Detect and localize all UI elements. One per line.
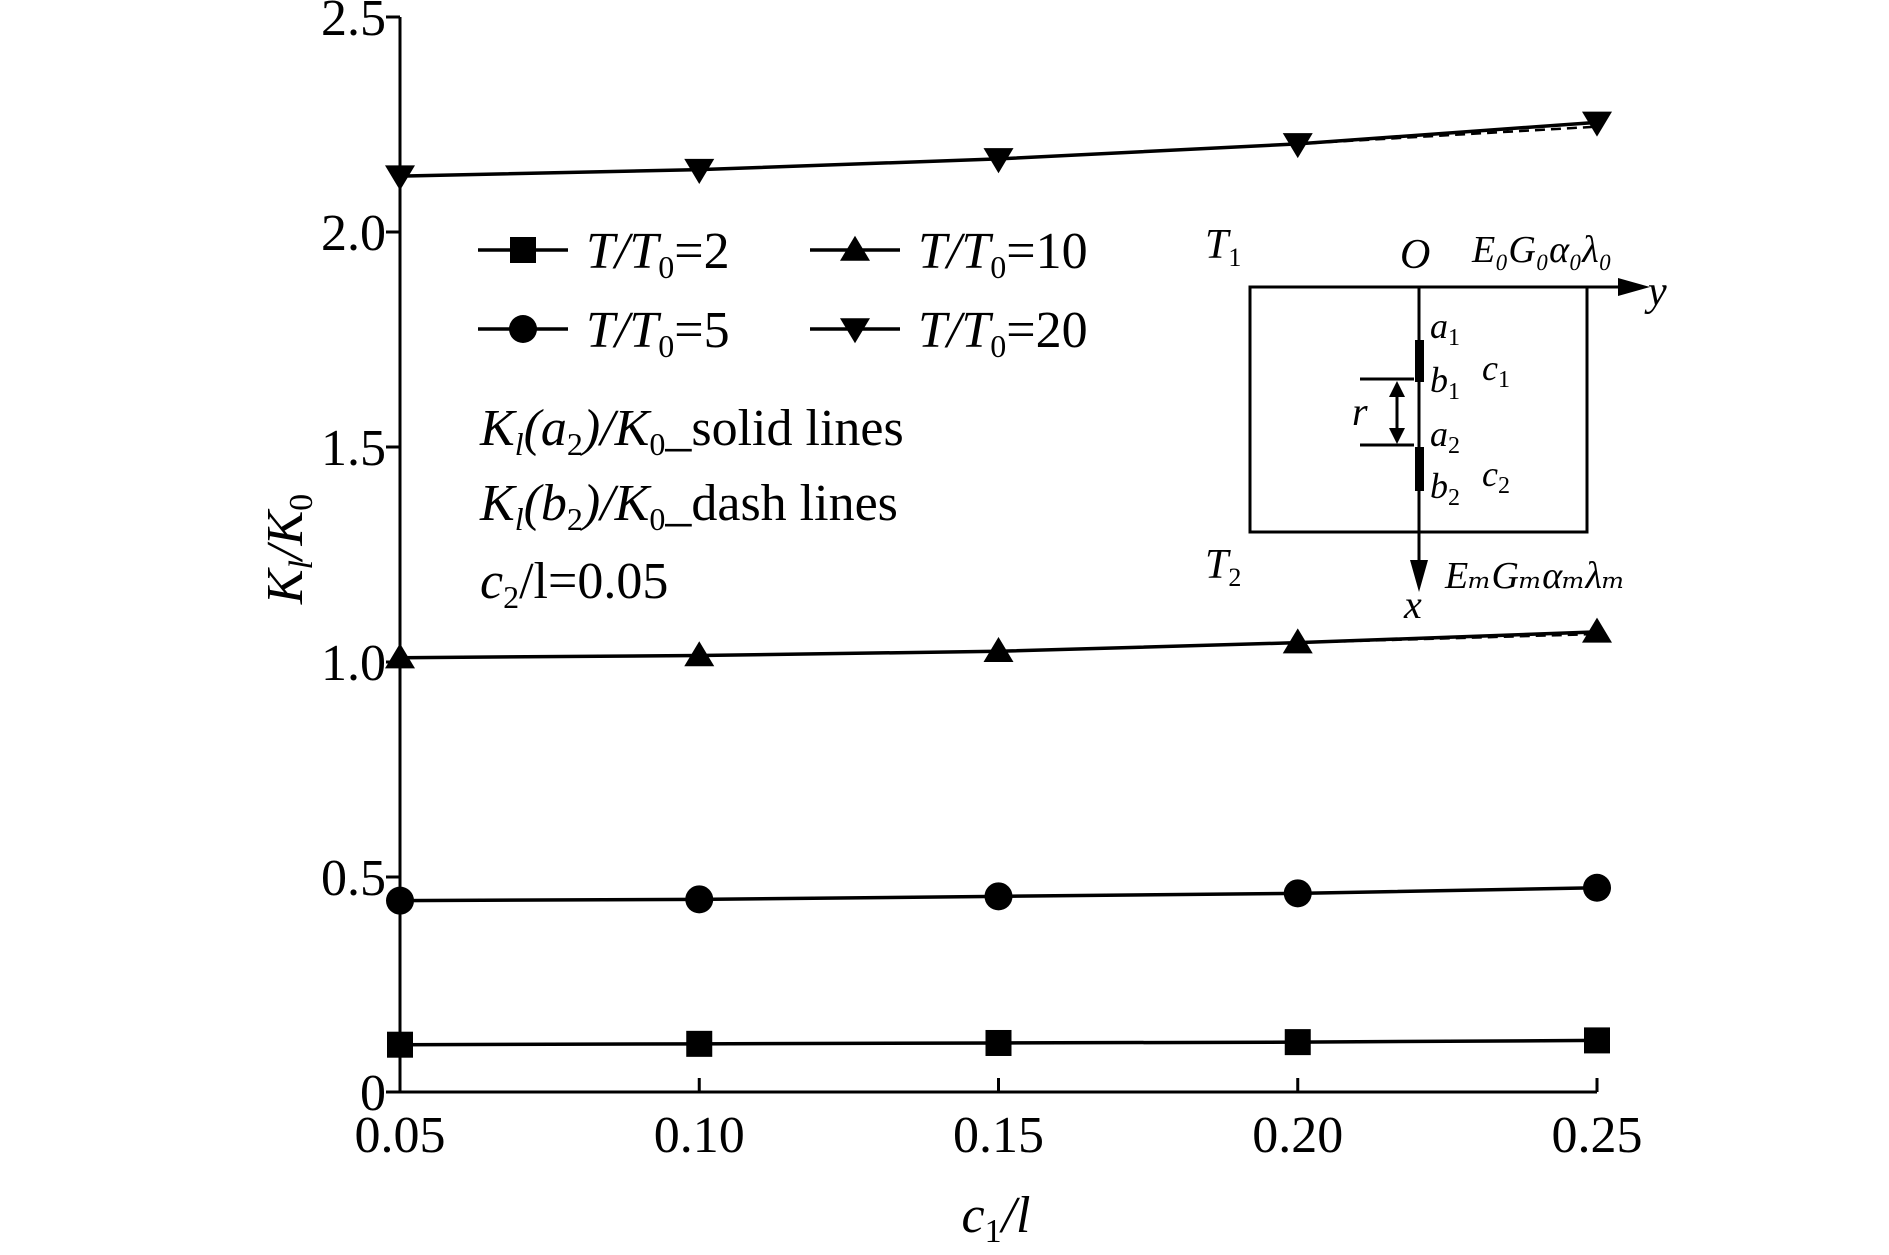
inset-label-r: r bbox=[1352, 389, 1368, 434]
solid-lines-note: Kl(a2)/K0_solid lines bbox=[479, 400, 904, 462]
inset-label-c1: c1 bbox=[1482, 348, 1510, 393]
y-tick-label: 2.5 bbox=[321, 0, 386, 47]
y-tick-label: 0 bbox=[360, 1065, 386, 1122]
data-point bbox=[684, 641, 715, 667]
legend-entry: T/T0=20 bbox=[810, 302, 1088, 364]
gap-arrow-down bbox=[1389, 428, 1405, 444]
inset-schematic: T1 T2 O E₀G₀α₀λ₀ EₘGₘαₘλₘ y x a1 b1 c1 a… bbox=[1205, 222, 1667, 627]
x-tick-label: 0.25 bbox=[1552, 1107, 1643, 1164]
legend-label: T/T0=20 bbox=[918, 302, 1088, 364]
legend-entry: T/T0=10 bbox=[810, 223, 1088, 285]
legend-marker bbox=[840, 318, 870, 344]
x-tick-label: 0.10 bbox=[654, 1107, 745, 1164]
data-point bbox=[1583, 873, 1611, 902]
inset-label-bottom-props: EₘGₘαₘλₘ bbox=[1444, 555, 1625, 597]
series-T/T0=20 bbox=[385, 111, 1612, 191]
inset-label-c2: c2 bbox=[1482, 454, 1510, 499]
crack-2 bbox=[1415, 447, 1424, 491]
inset-label-origin: O bbox=[1400, 232, 1430, 278]
inset-label-x: x bbox=[1403, 582, 1422, 627]
inset-label-t1: T1 bbox=[1205, 222, 1241, 272]
y-tick-label: 2.0 bbox=[321, 205, 386, 262]
legend-label: T/T0=5 bbox=[586, 302, 730, 364]
inset-label-a2: a2 bbox=[1430, 414, 1460, 459]
dash-lines-note: Kl(b2)/K0_dash lines bbox=[479, 475, 898, 537]
legend-entry: T/T0=2 bbox=[478, 223, 730, 285]
data-point bbox=[983, 148, 1014, 174]
data-point bbox=[1283, 879, 1312, 908]
inset-y-arrow bbox=[1618, 278, 1650, 296]
y-axis-title: Kl/K0 bbox=[257, 494, 320, 605]
inset-label-b2: b2 bbox=[1430, 466, 1460, 511]
x-tick-label: 0.15 bbox=[953, 1107, 1044, 1164]
data-point bbox=[1282, 628, 1313, 654]
data-point bbox=[1282, 133, 1313, 159]
data-point bbox=[685, 885, 714, 914]
y-tick-label: 0.5 bbox=[321, 850, 386, 907]
inset-label-y: y bbox=[1644, 269, 1667, 315]
data-point bbox=[386, 886, 414, 915]
data-point bbox=[684, 158, 715, 184]
gap-arrow-up bbox=[1389, 381, 1405, 397]
x-axis-title: c1/l bbox=[962, 1187, 1031, 1250]
data-point bbox=[984, 882, 1013, 911]
data-point bbox=[985, 1029, 1012, 1056]
inset-label-b1: b1 bbox=[1430, 360, 1460, 405]
inset-label-top-props: E₀G₀α₀λ₀ bbox=[1471, 229, 1612, 271]
series-T/T0=2 bbox=[387, 1027, 1610, 1058]
legend-marker bbox=[509, 315, 537, 343]
parameter-note: c2/l=0.05 bbox=[480, 553, 668, 615]
x-tick-label: 0.05 bbox=[355, 1107, 446, 1164]
data-point bbox=[1284, 1029, 1311, 1056]
data-point bbox=[387, 1031, 413, 1058]
series-T/T0=5 bbox=[386, 873, 1611, 915]
series-layer bbox=[385, 111, 1612, 1058]
inset-label-a1: a1 bbox=[1430, 306, 1460, 351]
data-point bbox=[1582, 111, 1612, 137]
legend-marker bbox=[510, 237, 536, 263]
legend-entry: T/T0=5 bbox=[478, 302, 730, 364]
data-point bbox=[686, 1030, 713, 1057]
legend-marker bbox=[840, 235, 870, 261]
legend: T/T0=2 T/T0=10 T/T0=5 T/T0=20 bbox=[478, 223, 1088, 364]
y-tick-label: 1.5 bbox=[321, 420, 386, 477]
data-point bbox=[385, 165, 415, 191]
inset-label-t2: T2 bbox=[1205, 542, 1241, 592]
data-point bbox=[983, 636, 1014, 662]
ticks: 0.05 0.10 0.15 0.20 0.25 0 0.5 1.0 1.5 2.0 2.5 bbox=[321, 0, 1643, 1164]
legend-label: T/T0=2 bbox=[586, 223, 730, 285]
inset-x-arrow bbox=[1410, 560, 1428, 592]
y-tick-label: 1.0 bbox=[321, 635, 386, 692]
series-T/T0=10 bbox=[385, 617, 1612, 669]
plot-area: 0.05 0.10 0.15 0.20 0.25 0 0.5 1.0 1.5 2.0 2.5 bbox=[321, 0, 1643, 1164]
data-point bbox=[385, 643, 415, 669]
crack-1 bbox=[1415, 340, 1424, 382]
x-tick-label: 0.20 bbox=[1252, 1107, 1343, 1164]
data-point bbox=[1584, 1027, 1610, 1054]
data-point bbox=[1582, 617, 1612, 643]
legend-label: T/T0=10 bbox=[918, 223, 1088, 285]
